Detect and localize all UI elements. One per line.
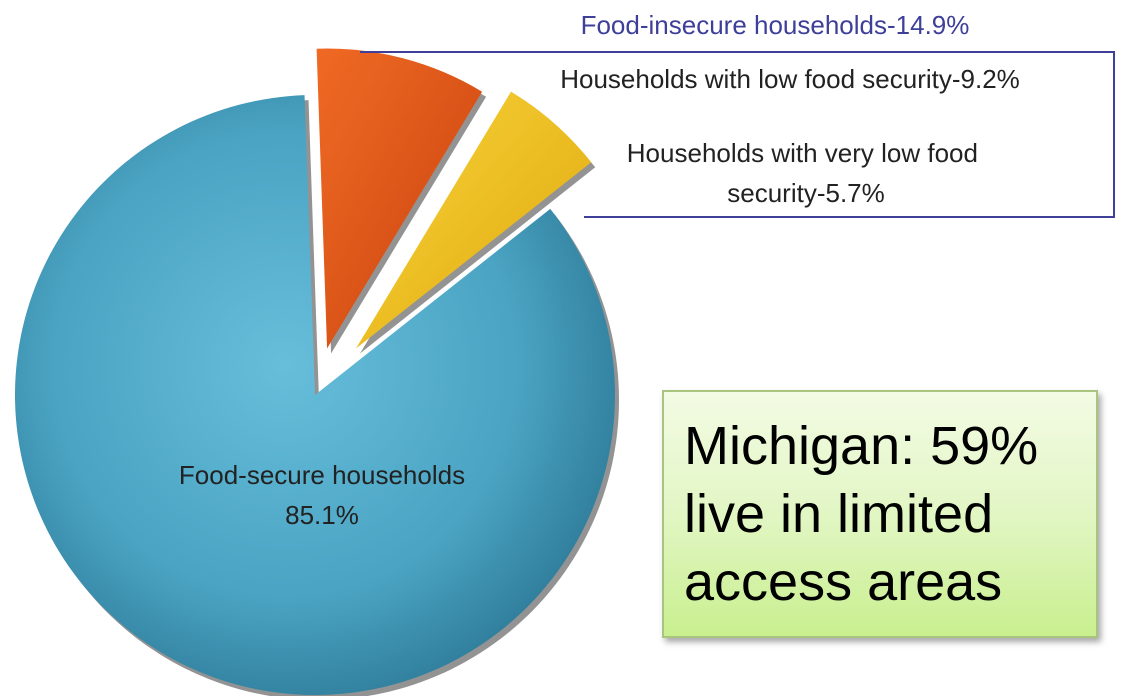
slice-label-very-low: Households with very low food security-5… bbox=[627, 138, 985, 208]
slice-label-secure: Food-secure households bbox=[179, 460, 465, 490]
pie-slice-very-low-food-security bbox=[355, 91, 592, 349]
pie-slice-food-secure bbox=[15, 95, 616, 695]
callout-text: Michigan: 59% live in limited access are… bbox=[684, 416, 1039, 612]
group-bracket bbox=[360, 51, 1115, 103]
slice-value-secure: 85.1% bbox=[285, 500, 359, 530]
slice-label-low: Households with low food security-9.2% bbox=[560, 64, 1020, 94]
slice-label-very-low-line2: security-5.7% bbox=[727, 178, 885, 208]
very-low-bracket bbox=[584, 103, 1115, 218]
group-label: Food-insecure households-14.9% bbox=[581, 10, 970, 40]
pie-slice-low-food-security bbox=[316, 48, 483, 349]
callout-box: Michigan: 59% live in limited access are… bbox=[662, 390, 1098, 638]
slice-label-very-low-line1: Households with very low food bbox=[627, 138, 978, 168]
